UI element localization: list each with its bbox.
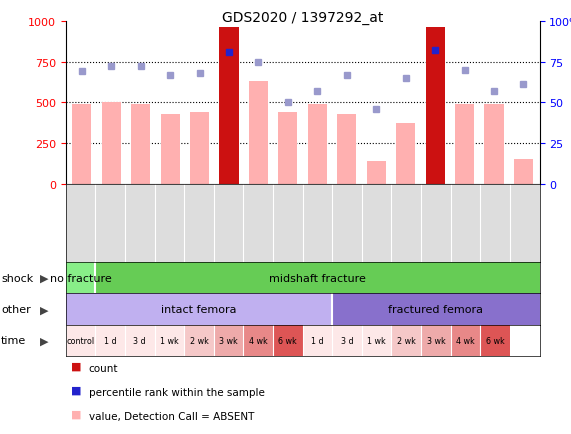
Bar	[367, 162, 386, 184]
Bar	[214, 325, 243, 356]
Text: ■: ■	[71, 408, 82, 418]
Text: 2 wk: 2 wk	[397, 336, 416, 345]
Bar	[249, 82, 268, 184]
Bar	[451, 325, 480, 356]
Bar	[66, 325, 95, 356]
Bar	[425, 28, 445, 184]
Bar	[332, 325, 362, 356]
Bar	[480, 325, 510, 356]
Text: 1 d: 1 d	[311, 336, 324, 345]
Bar	[66, 263, 95, 294]
Bar	[308, 105, 327, 184]
Text: control: control	[66, 336, 95, 345]
Text: other: other	[1, 305, 31, 314]
Text: midshaft fracture: midshaft fracture	[269, 273, 366, 283]
Text: GDS2020 / 1397292_at: GDS2020 / 1397292_at	[222, 11, 383, 25]
Bar	[160, 115, 180, 184]
Bar	[190, 113, 209, 184]
Bar	[66, 294, 332, 325]
Bar	[337, 115, 356, 184]
Text: value, Detection Call = ABSENT: value, Detection Call = ABSENT	[89, 411, 254, 421]
Text: 1 wk: 1 wk	[160, 336, 179, 345]
Text: count: count	[89, 363, 118, 373]
Bar	[392, 325, 421, 356]
Bar	[362, 325, 392, 356]
Text: 3 wk: 3 wk	[219, 336, 238, 345]
Text: 3 d: 3 d	[341, 336, 353, 345]
Bar	[455, 105, 474, 184]
Bar	[95, 325, 125, 356]
Text: 6 wk: 6 wk	[486, 336, 505, 345]
Text: percentile rank within the sample: percentile rank within the sample	[89, 387, 264, 397]
Bar	[243, 325, 273, 356]
Text: time: time	[1, 336, 26, 345]
Text: ▶: ▶	[41, 336, 49, 345]
Text: 3 wk: 3 wk	[427, 336, 445, 345]
Text: 6 wk: 6 wk	[279, 336, 297, 345]
Bar	[396, 123, 415, 184]
Bar	[131, 105, 150, 184]
Bar	[421, 325, 451, 356]
Text: 4 wk: 4 wk	[249, 336, 268, 345]
Bar	[278, 113, 297, 184]
Text: ■: ■	[71, 361, 82, 371]
Text: 4 wk: 4 wk	[456, 336, 475, 345]
Text: intact femora: intact femora	[161, 305, 237, 314]
Text: ■: ■	[71, 432, 82, 434]
Bar	[332, 294, 540, 325]
Text: ▶: ▶	[41, 305, 49, 314]
Text: 1 wk: 1 wk	[367, 336, 386, 345]
Bar	[219, 28, 239, 184]
Bar	[273, 325, 303, 356]
Text: 3 d: 3 d	[134, 336, 146, 345]
Text: fractured femora: fractured femora	[388, 305, 484, 314]
Text: no fracture: no fracture	[50, 273, 111, 283]
Bar	[184, 325, 214, 356]
Text: shock: shock	[1, 273, 33, 283]
Text: 1 d: 1 d	[104, 336, 116, 345]
Bar	[303, 325, 332, 356]
Bar	[125, 325, 155, 356]
Bar	[484, 105, 504, 184]
Text: ■: ■	[71, 385, 82, 395]
Bar	[514, 159, 533, 184]
Text: 2 wk: 2 wk	[190, 336, 208, 345]
Bar	[102, 103, 121, 184]
Text: ▶: ▶	[41, 273, 49, 283]
Bar	[155, 325, 184, 356]
Bar	[73, 105, 91, 184]
